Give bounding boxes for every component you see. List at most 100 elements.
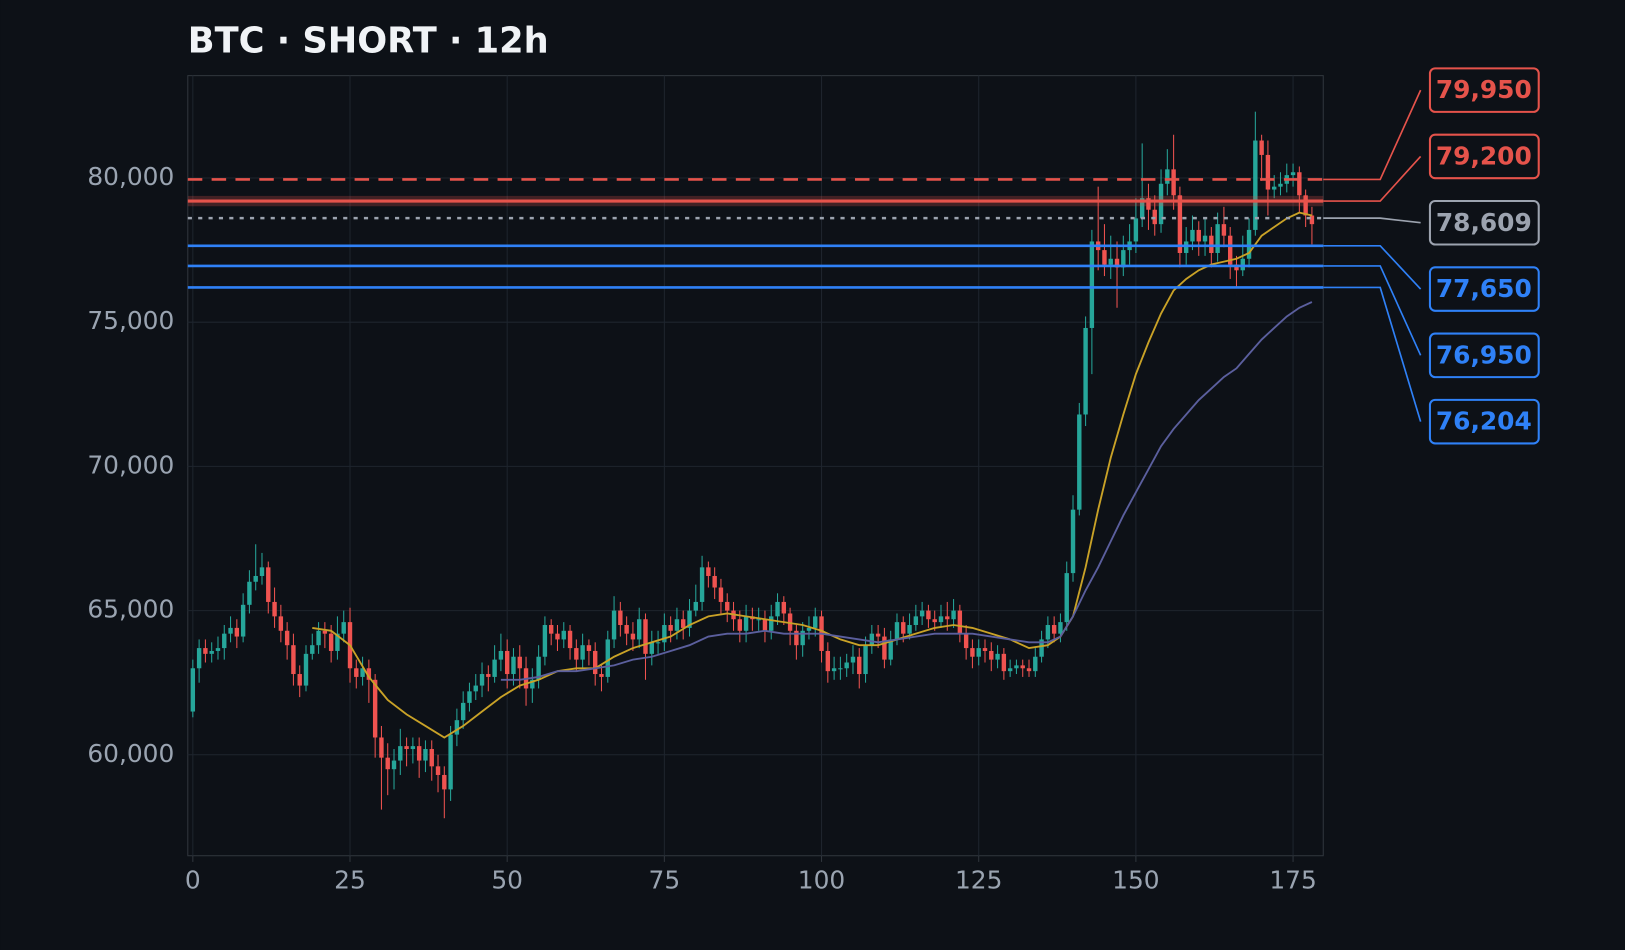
x-tick-label: 25: [334, 866, 366, 895]
candle-body: [1083, 327, 1088, 415]
chart-title: BTC · SHORT · 12h: [188, 20, 549, 61]
candle-body: [517, 656, 522, 669]
candle-body: [398, 746, 403, 761]
candle-body: [574, 648, 579, 660]
candle-body: [605, 639, 610, 677]
candle-body: [190, 668, 196, 712]
candle-body: [1146, 198, 1151, 210]
candle-body: [976, 648, 981, 657]
candle-body: [850, 656, 856, 663]
candle-body: [787, 613, 793, 631]
candle-body: [442, 774, 447, 790]
candle-body: [863, 645, 868, 675]
candle-body: [989, 650, 994, 660]
candle-body: [1240, 258, 1245, 271]
candle-body: [266, 567, 271, 602]
candle-body: [530, 679, 535, 689]
candle-body: [1102, 250, 1107, 265]
candle-body: [687, 610, 692, 628]
candle-body: [1297, 172, 1302, 196]
level-label: 77,650: [1436, 274, 1532, 303]
candle-body: [1190, 229, 1195, 242]
candle-body: [743, 616, 749, 631]
candle-body: [624, 625, 629, 634]
level-connector: [1323, 286, 1422, 422]
y-tick-label: 75,000: [87, 306, 174, 335]
candle-body: [209, 650, 214, 654]
candle-body: [1089, 241, 1095, 328]
level-label: 78,609: [1436, 208, 1532, 237]
candle-body: [1171, 169, 1176, 196]
candle-body: [410, 746, 416, 750]
candle-body: [1221, 224, 1227, 236]
candle-body: [542, 625, 548, 657]
candle-body: [372, 679, 378, 738]
y-tick-label: 60,000: [87, 739, 174, 768]
candle-body: [706, 567, 711, 576]
level-label: 79,200: [1436, 141, 1532, 170]
candle-body: [567, 630, 573, 649]
candle-body: [1259, 140, 1264, 155]
candle-body: [1215, 224, 1220, 253]
candle-body: [354, 668, 359, 677]
candle-body: [725, 601, 730, 611]
candle-body: [448, 734, 453, 790]
candle-body: [310, 645, 315, 654]
candle-body: [486, 674, 491, 677]
candle-body: [655, 642, 661, 644]
candle-body: [599, 674, 604, 677]
candle-body: [1272, 186, 1277, 190]
candle-body: [328, 633, 334, 651]
level-label-box: [1428, 332, 1540, 379]
candle-body: [643, 619, 648, 654]
candle-body: [1303, 195, 1308, 216]
candle-body: [712, 575, 717, 588]
candle-body: [228, 627, 233, 634]
candle-body: [957, 610, 963, 634]
candle-body: [1158, 183, 1164, 225]
x-tick-label: 125: [955, 866, 1002, 895]
candle-body: [794, 630, 799, 646]
candle-body: [806, 627, 812, 631]
level-label-box: [1428, 199, 1540, 246]
candle-body: [869, 633, 875, 646]
candle-body: [240, 604, 246, 637]
candle-body: [272, 601, 277, 617]
candle-body: [1309, 215, 1315, 225]
candle-body: [291, 645, 296, 675]
candle-body: [901, 622, 906, 634]
candle-body: [511, 656, 516, 675]
candle-body: [1108, 258, 1113, 265]
candle-body: [322, 630, 328, 634]
candle-body: [919, 610, 925, 617]
candle-body: [536, 656, 541, 680]
level-label: 76,950: [1436, 340, 1532, 369]
candle-body: [593, 650, 598, 675]
x-tick-label: 100: [798, 866, 845, 895]
candle-body: [1234, 264, 1239, 271]
candle-body: [429, 749, 434, 767]
x-tick-label: 0: [185, 866, 201, 895]
candle-body: [297, 674, 302, 686]
x-tick-label: 50: [491, 866, 523, 895]
candle-body: [618, 610, 623, 626]
candle-body: [1033, 656, 1038, 672]
candle-body: [379, 737, 384, 758]
candle-body: [1177, 195, 1183, 253]
candle-body: [460, 702, 466, 721]
candle-body: [662, 625, 667, 643]
candle-body: [1007, 668, 1013, 672]
candle-body: [473, 685, 478, 692]
candle-body: [1051, 625, 1057, 634]
candle-body: [504, 650, 510, 675]
x-tick-label: 150: [1112, 866, 1159, 895]
candle-body: [775, 601, 780, 617]
candle-body: [945, 616, 950, 620]
moving-average: [500, 301, 1313, 681]
candle-body: [586, 645, 592, 651]
candle-body: [253, 575, 258, 582]
level-label-box: [1428, 398, 1540, 445]
y-tick-label: 65,000: [87, 595, 174, 624]
candle-body: [800, 630, 805, 646]
candle-body: [1165, 169, 1170, 184]
